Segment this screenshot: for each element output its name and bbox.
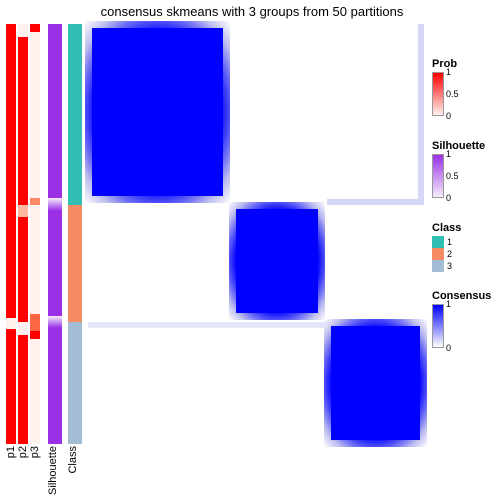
annot-col-p3 [30,24,40,444]
xlabel-Class: Class [67,446,79,474]
legend-consensus: Consensus10 [432,290,502,348]
xlabel-p2: p2 [17,446,29,458]
legend-class: Class123 [432,222,502,272]
xlabel-Silhouette: Silhouette [47,446,59,495]
legend-prob: Prob10.50 [432,58,502,116]
consensus-heatmap [88,24,424,444]
xlabel-p3: p3 [29,446,41,458]
annot-col-class [68,24,82,444]
legend-silhouette: Silhouette10.50 [432,140,502,198]
chart-title: consensus skmeans with 3 groups from 50 … [0,4,504,19]
annot-col-p2 [18,24,28,444]
annot-col-silhouette [48,24,62,444]
annot-col-p1 [6,24,16,444]
xlabel-p1: p1 [5,446,17,458]
